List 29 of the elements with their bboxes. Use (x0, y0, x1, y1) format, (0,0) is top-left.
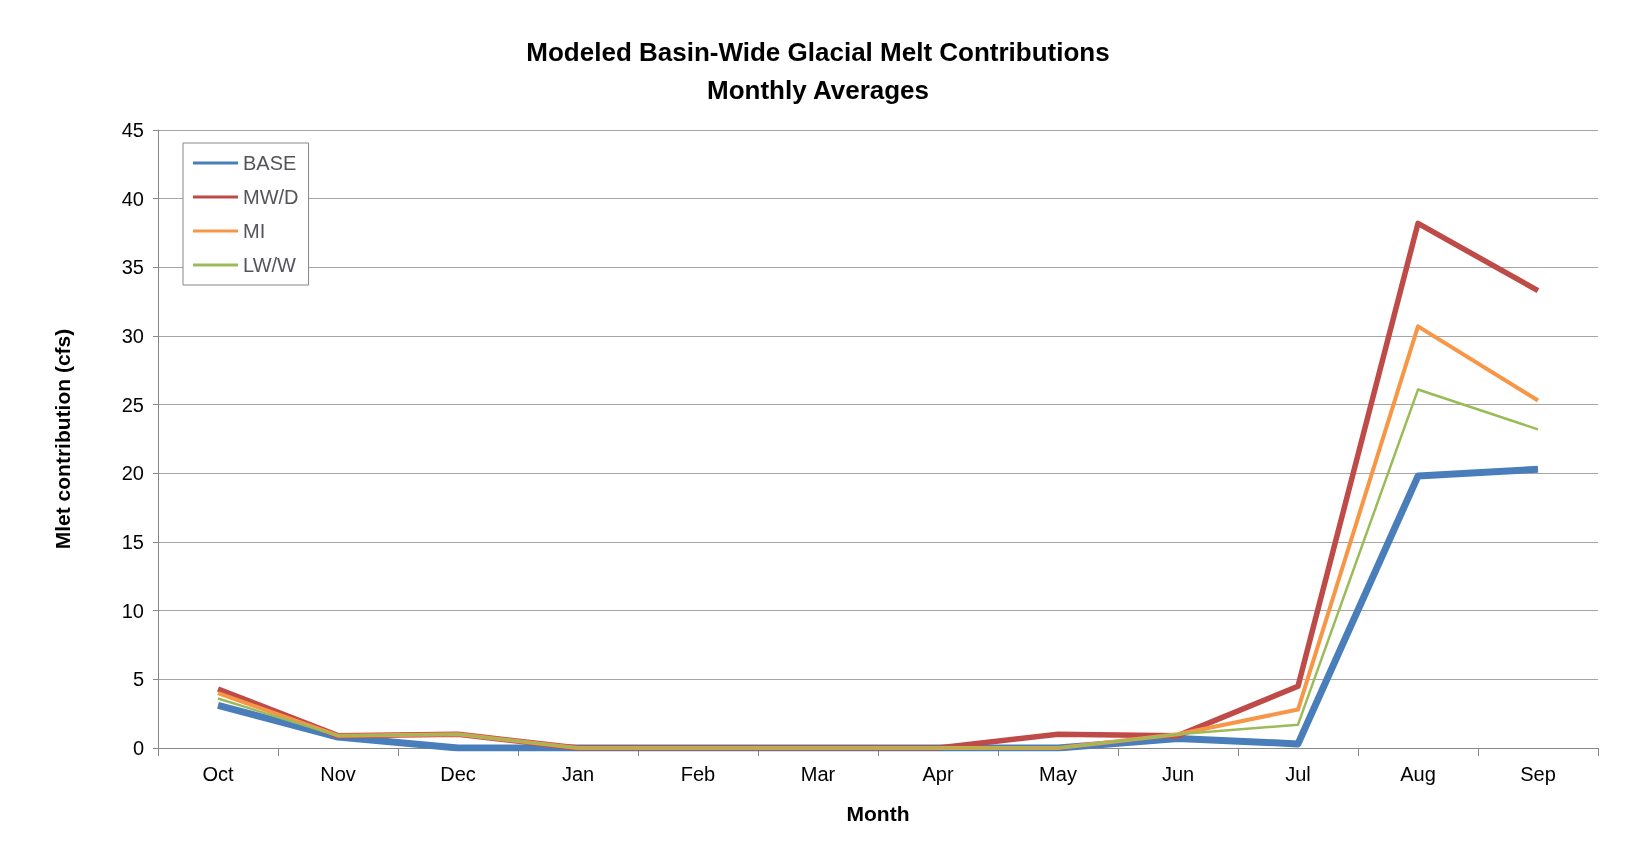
y-tick-label: 35 (121, 256, 144, 279)
y-axis-title: Mlet contribution (cfs) (51, 328, 74, 550)
x-axis-title: Month (846, 802, 910, 825)
x-tick-label: Feb (680, 763, 716, 785)
legend-label: MW/D (243, 186, 299, 208)
y-tick-label: 40 (121, 187, 144, 210)
x-tick-label: Aug (1400, 763, 1436, 785)
y-tick-label: 0 (132, 737, 144, 759)
y-tick-label: 30 (121, 325, 144, 347)
y-tick-label: 25 (121, 393, 144, 416)
y-tick-label: 10 (121, 599, 144, 622)
legend-label: LW/W (243, 254, 297, 276)
x-tick-label: May (1039, 763, 1077, 785)
y-tick-label: 20 (121, 462, 144, 485)
x-tick-label: Jun (1161, 763, 1195, 785)
y-tick-label: 5 (132, 668, 144, 691)
legend-label: MI (243, 220, 266, 242)
x-tick-label: Mar (800, 763, 836, 785)
x-tick-label: Jan (561, 763, 595, 785)
x-tick-label: Oct (202, 763, 234, 785)
legend-label: BASE (243, 152, 297, 174)
x-tick-label: Nov (320, 763, 356, 785)
x-tick-label: Dec (440, 763, 476, 785)
x-tick-label: Jul (1285, 763, 1311, 785)
chart-title: Modeled Basin-Wide Glacial Melt Contributions Monthly Averages (526, 37, 1110, 105)
y-tick-label: 45 (121, 119, 144, 141)
x-tick-label: Apr (922, 763, 954, 785)
y-tick-label: 15 (121, 531, 144, 553)
x-tick-label: Sep (1520, 763, 1556, 785)
